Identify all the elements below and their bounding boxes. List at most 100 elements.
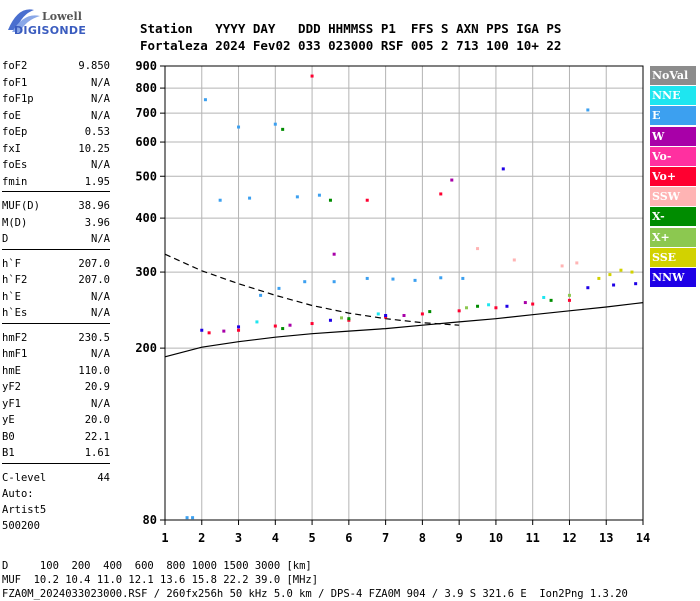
legend-item: X+: [650, 227, 696, 247]
echo-point: [295, 195, 299, 199]
param-row: foE N/A: [2, 108, 110, 125]
param-name: hmE: [2, 364, 21, 377]
logo-bottom-text: DIGISONDE: [14, 24, 87, 37]
param-name: yF1: [2, 397, 21, 410]
param-row: h`E N/A: [2, 289, 110, 306]
param-row: hmF1 N/A: [2, 346, 110, 363]
echo-point: [365, 276, 369, 280]
echo-point: [317, 193, 321, 197]
x-tick-label: 4: [272, 531, 279, 545]
param-name: foF1p: [2, 93, 34, 105]
echo-point: [332, 280, 336, 284]
echo-point: [347, 318, 351, 322]
legend-item: Vo-: [650, 146, 696, 166]
param-name: h`F: [2, 257, 21, 270]
param-row: h`F 207.0: [2, 256, 110, 273]
autoscaling-info: Auto: Artist5 500200: [2, 486, 46, 534]
echo-point: [461, 276, 465, 280]
param-row: foF2 9.850: [2, 58, 110, 75]
param-row: h`F2 207.0: [2, 272, 110, 289]
solid-profile-curve: [164, 302, 644, 358]
param-value: 44: [97, 471, 110, 484]
echo-point: [384, 315, 388, 319]
echo-point: [465, 306, 469, 310]
echo-point: [339, 316, 343, 320]
param-value: N/A: [91, 307, 110, 319]
echo-points: [185, 74, 638, 520]
param-value: N/A: [91, 109, 110, 122]
x-tick-label: 8: [419, 531, 426, 545]
legend-item: E: [650, 106, 696, 126]
echo-point: [420, 312, 424, 316]
param-value: 20.9: [84, 381, 110, 393]
echo-point: [428, 310, 432, 314]
param-value: 1.61: [84, 447, 110, 459]
footer-info: D 100 200 400 600 800 1000 1500 3000 [km…: [2, 559, 698, 601]
echo-point: [457, 309, 461, 313]
echo-point: [501, 167, 505, 171]
param-name: foE: [2, 109, 21, 122]
param-separator: [2, 248, 110, 250]
param-name: h`E: [2, 290, 21, 303]
param-row: fmin 1.95: [2, 174, 110, 191]
param-name: yF2: [2, 381, 21, 393]
param-value: 22.1: [84, 430, 110, 443]
echo-point: [259, 293, 263, 297]
param-value: N/A: [91, 233, 110, 245]
echo-point: [185, 516, 189, 520]
legend-item: SSE: [650, 247, 696, 267]
echo-point: [237, 328, 241, 332]
grid: [165, 66, 643, 520]
echo-point: [634, 282, 638, 286]
polarization-legend: NoVal NNE E W Vo- Vo+ SSW X- X+ SSE NNW: [650, 66, 696, 288]
param-name: B0: [2, 430, 15, 443]
param-value: 20.0: [84, 414, 110, 426]
param-row: D N/A: [2, 231, 110, 248]
footer-distance-row: D 100 200 400 600 800 1000 1500 3000 [km…: [2, 560, 312, 572]
y-tick-label: 900: [135, 59, 157, 73]
param-value: 207.0: [78, 274, 110, 286]
x-tick-label: 13: [599, 531, 613, 545]
echo-point: [567, 298, 571, 302]
echo-point: [512, 258, 516, 262]
x-tick-label: 6: [345, 531, 352, 545]
legend-item: W: [650, 126, 696, 146]
legend-item: X-: [650, 207, 696, 227]
param-row: M(D) 3.96: [2, 215, 110, 232]
echo-point: [505, 304, 509, 308]
echo-point: [200, 328, 204, 332]
echo-point: [450, 178, 454, 182]
param-row: foEs N/A: [2, 157, 110, 174]
param-row: MUF(D) 38.96: [2, 198, 110, 215]
param-value: 0.53: [84, 126, 110, 138]
echo-point: [560, 264, 564, 268]
param-value: N/A: [91, 348, 110, 360]
y-tick-label: 500: [135, 169, 157, 183]
param-row: yE 20.0: [2, 412, 110, 429]
y-tick-label: 800: [135, 81, 157, 95]
param-value: 9.850: [78, 60, 110, 72]
param-value: N/A: [91, 397, 110, 410]
echo-point: [391, 277, 395, 281]
header-values: Fortaleza 2024 Fev02 033 023000 RSF 005 …: [140, 38, 562, 53]
param-row: h`Es N/A: [2, 305, 110, 322]
echo-point: [619, 268, 623, 272]
param-value: 230.5: [78, 331, 110, 344]
auto-version: 500200: [2, 520, 40, 532]
legend-item: NoVal: [650, 66, 696, 85]
param-value: 207.0: [78, 257, 110, 270]
echo-point: [207, 331, 211, 335]
echo-point: [281, 127, 285, 131]
echo-point: [303, 280, 307, 284]
y-tick-label: 80: [143, 513, 157, 527]
param-name: B1: [2, 447, 15, 459]
param-name: MUF(D): [2, 200, 40, 212]
echo-point: [365, 198, 369, 202]
echo-point: [549, 298, 553, 302]
param-value: 3.96: [84, 216, 110, 229]
echo-point: [612, 283, 616, 287]
x-tick-label: 7: [382, 531, 389, 545]
echo-point: [237, 125, 241, 129]
param-row: hmF2 230.5: [2, 330, 110, 347]
echo-point: [476, 304, 480, 308]
